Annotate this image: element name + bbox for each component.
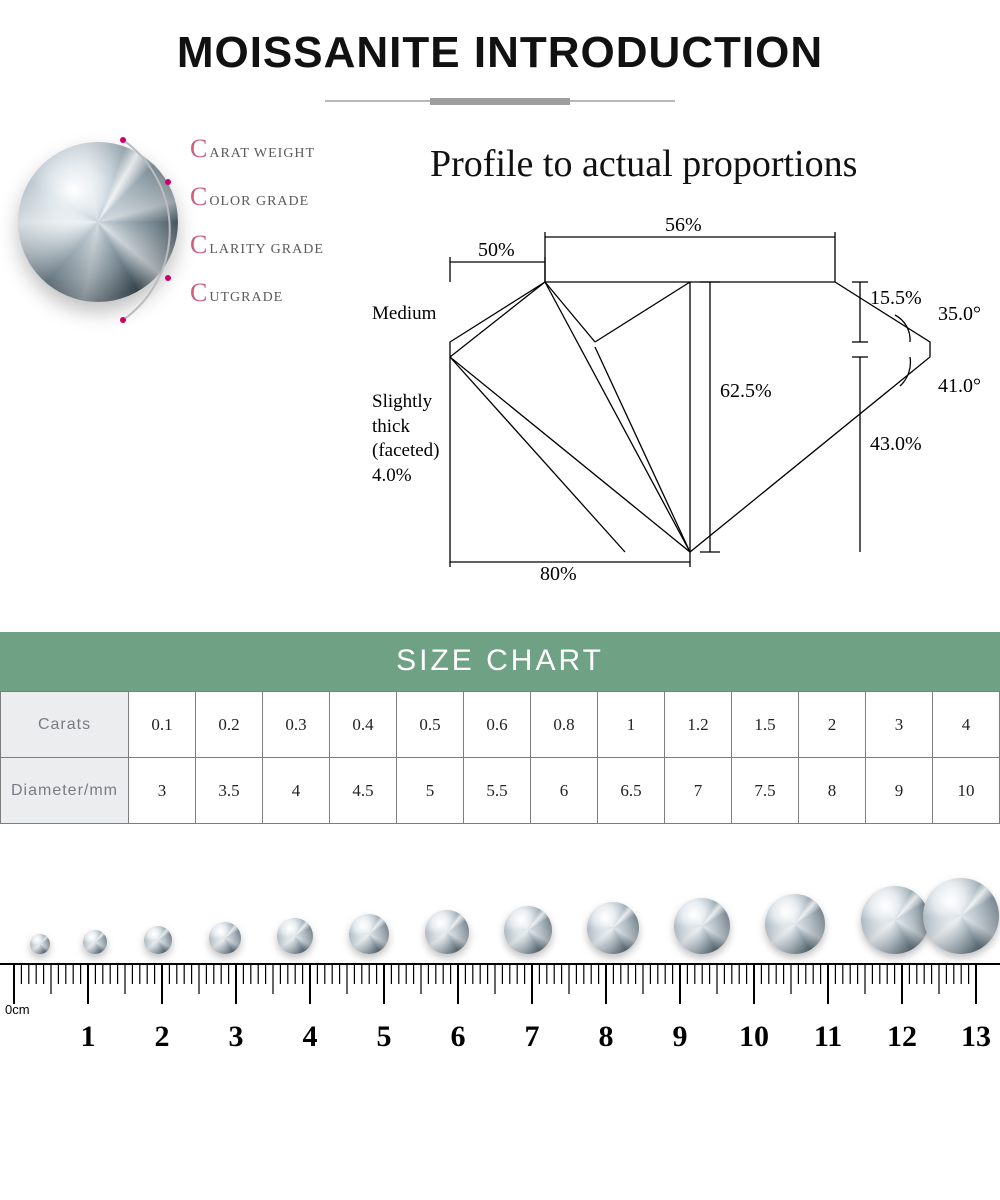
svg-text:13: 13 <box>961 1020 991 1053</box>
four-c-cap: C <box>190 182 208 212</box>
svg-text:3: 3 <box>229 1020 244 1053</box>
lbl-43: 43.0% <box>870 433 922 455</box>
ruler-gem <box>504 906 552 954</box>
table-row: Carats 0.1 0.2 0.3 0.4 0.5 0.6 0.8 1 1.2… <box>1 692 1000 758</box>
cell: 9 <box>866 758 933 824</box>
ruler-gem <box>277 918 313 954</box>
cell: 1.2 <box>665 692 732 758</box>
cell: 4 <box>933 692 1000 758</box>
cell: 0.5 <box>397 692 464 758</box>
four-c-cap: C <box>190 230 208 260</box>
svg-text:1: 1 <box>81 1020 96 1053</box>
svg-text:9: 9 <box>673 1020 688 1053</box>
cell: 1.5 <box>732 692 799 758</box>
cell: 4 <box>263 758 330 824</box>
lbl-56: 56% <box>665 214 702 236</box>
hero-gem <box>18 142 198 322</box>
cell: 1 <box>598 692 665 758</box>
ruler-gem <box>349 914 389 954</box>
cell: 0.3 <box>263 692 330 758</box>
lbl-625: 62.5% <box>720 380 772 402</box>
profile-diagram: 50% 56% 15.5% 35.0° 62.5% 41.0° 43.0% 80… <box>370 202 990 602</box>
four-c-cap: C <box>190 278 208 308</box>
lbl-35: 35.0° <box>938 303 981 325</box>
cell: 5 <box>397 758 464 824</box>
ruler-gem <box>30 934 50 954</box>
cell: 0.1 <box>129 692 196 758</box>
cell: 7 <box>665 758 732 824</box>
page-title: MOISSANITE INTRODUCTION <box>0 0 1000 78</box>
ruler-icon: 0cm 12345678910111213 <box>0 954 1000 1074</box>
cell: 6 <box>531 758 598 824</box>
lbl-80: 80% <box>540 563 577 585</box>
four-c-item: C OLOR GRADE <box>190 182 324 212</box>
ruler-gem <box>209 922 241 954</box>
title-divider <box>325 100 675 102</box>
svg-text:7: 7 <box>525 1020 540 1053</box>
ruler-gem <box>425 910 469 954</box>
cell: 10 <box>933 758 1000 824</box>
table-row: Diameter/mm 3 3.5 4 4.5 5 5.5 6 6.5 7 7.… <box>1 758 1000 824</box>
cell: 0.4 <box>330 692 397 758</box>
svg-text:11: 11 <box>814 1020 842 1053</box>
cell: 2 <box>799 692 866 758</box>
row-header: Carats <box>1 692 129 758</box>
four-c-item: C LARITY GRADE <box>190 230 324 260</box>
ruler-gem <box>861 886 929 954</box>
ruler-gem <box>674 898 730 954</box>
cell: 3 <box>866 692 933 758</box>
cell: 6.5 <box>598 758 665 824</box>
cell: 5.5 <box>464 758 531 824</box>
size-chart-header: SIZE CHART <box>0 632 1000 691</box>
svg-text:12: 12 <box>887 1020 917 1053</box>
svg-text:10: 10 <box>739 1020 769 1053</box>
lbl-155: 15.5% <box>870 287 922 309</box>
size-chart-table: Carats 0.1 0.2 0.3 0.4 0.5 0.6 0.8 1 1.2… <box>0 691 1000 824</box>
cell: 3.5 <box>196 758 263 824</box>
cell: 0.6 <box>464 692 531 758</box>
cell: 0.2 <box>196 692 263 758</box>
zero-label: 0cm <box>5 1002 30 1017</box>
cell: 8 <box>799 758 866 824</box>
ruler-gem <box>923 878 999 954</box>
intro-upper: C ARAT WEIGHT C OLOR GRADE C LARITY GRAD… <box>0 132 1000 612</box>
four-c-rest: ARAT WEIGHT <box>209 146 315 162</box>
four-c-list: C ARAT WEIGHT C OLOR GRADE C LARITY GRAD… <box>190 134 324 308</box>
svg-text:8: 8 <box>599 1020 614 1053</box>
ruler-gems <box>0 854 1000 964</box>
four-c-item: C UTGRADE <box>190 278 324 308</box>
ruler-gem <box>587 902 639 954</box>
four-c-rest: UTGRADE <box>209 290 283 306</box>
profile-heading: Profile to actual proportions <box>430 142 857 186</box>
ruler-area: 0cm 12345678910111213 <box>0 854 1000 1084</box>
svg-text:5: 5 <box>377 1020 392 1053</box>
ruler-gem <box>83 930 107 954</box>
ruler-gem <box>765 894 825 954</box>
cell: 4.5 <box>330 758 397 824</box>
lbl-41: 41.0° <box>938 375 981 397</box>
ruler-gem <box>144 926 172 954</box>
svg-text:2: 2 <box>155 1020 170 1053</box>
four-c-rest: OLOR GRADE <box>209 194 309 210</box>
cell: 3 <box>129 758 196 824</box>
cell: 0.8 <box>531 692 598 758</box>
four-c-rest: LARITY GRADE <box>209 242 324 258</box>
cell: 7.5 <box>732 758 799 824</box>
four-c-item: C ARAT WEIGHT <box>190 134 324 164</box>
svg-text:6: 6 <box>451 1020 466 1053</box>
row-header: Diameter/mm <box>1 758 129 824</box>
svg-text:4: 4 <box>303 1020 318 1053</box>
four-c-cap: C <box>190 134 208 164</box>
lbl-50: 50% <box>478 239 515 261</box>
